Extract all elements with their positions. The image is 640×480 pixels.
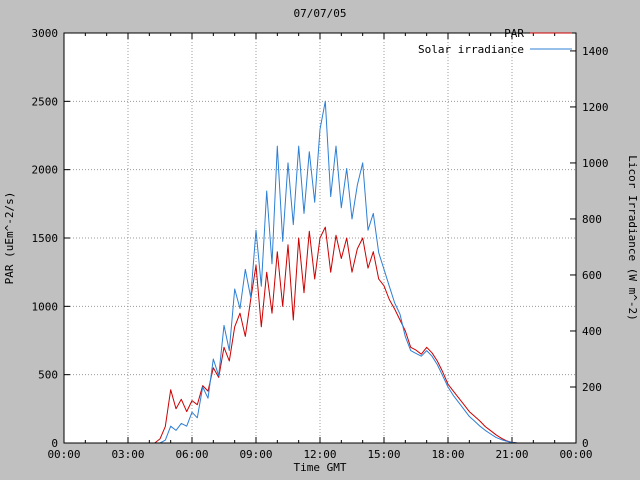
y-right-tick-label: 1200: [582, 101, 609, 114]
legend-solar-label: Solar irradiance: [418, 43, 524, 56]
y-left-tick-label: 2500: [32, 95, 59, 108]
y-right-tick-label: 600: [582, 269, 602, 282]
x-tick-label: 06:00: [175, 448, 208, 461]
x-axis-label: Time GMT: [294, 461, 347, 474]
y-right-tick-label: 200: [582, 381, 602, 394]
y-right-tick-label: 1400: [582, 45, 609, 58]
y-right-tick-label: 400: [582, 325, 602, 338]
y-left-tick-label: 2000: [32, 164, 59, 177]
y-axis-label-right: Licor Irradiance (W m^-2): [626, 155, 639, 321]
x-tick-label: 00:00: [559, 448, 592, 461]
y-right-tick-label: 1000: [582, 157, 609, 170]
x-tick-label: 18:00: [431, 448, 464, 461]
x-tick-label: 12:00: [303, 448, 336, 461]
y-left-tick-label: 1500: [32, 232, 59, 245]
x-tick-label: 03:00: [111, 448, 144, 461]
x-tick-label: 21:00: [495, 448, 528, 461]
chart-title: 07/07/05: [294, 7, 347, 20]
y-left-tick-label: 500: [38, 369, 58, 382]
y-right-tick-label: 0: [582, 437, 589, 450]
y-left-tick-label: 3000: [32, 27, 59, 40]
legend: PAR Solar irradiance: [418, 27, 572, 56]
y-left-tick-label: 1000: [32, 300, 59, 313]
x-tick-label: 00:00: [47, 448, 80, 461]
x-tick-label: 15:00: [367, 448, 400, 461]
y-left-tick-label: 0: [51, 437, 58, 450]
y-axis-label-left: PAR (uEm^-2/s): [3, 192, 16, 285]
x-tick-label: 09:00: [239, 448, 272, 461]
plot-border: [63, 32, 577, 444]
y-right-tick-label: 800: [582, 213, 602, 226]
legend-par-label: PAR: [504, 27, 524, 40]
